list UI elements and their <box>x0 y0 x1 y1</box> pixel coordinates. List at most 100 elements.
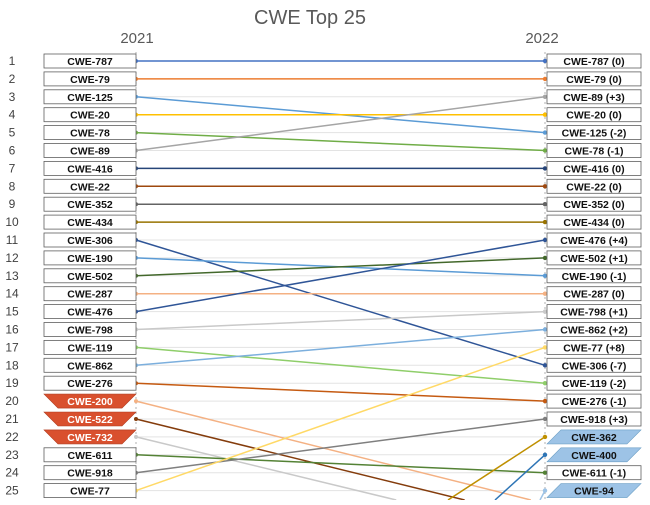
end-dot <box>542 219 548 225</box>
change-line <box>135 131 546 152</box>
left-label-box <box>43 232 137 248</box>
right-label-box <box>546 214 642 230</box>
left-label: CWE-611 <box>68 450 113 462</box>
right-label: CWE-352 (0) <box>563 199 624 211</box>
right-labels: CWE-787 (0) CWE-79 (0) CWE-89 (+3) CWE-20 (… <box>546 53 642 498</box>
change-line <box>135 310 546 331</box>
rank-number: 20 <box>5 394 19 408</box>
left-label-box <box>43 483 137 499</box>
change-line <box>135 257 546 277</box>
end-dot <box>542 363 548 368</box>
end-dot <box>542 202 548 207</box>
right-label-box <box>546 375 642 391</box>
rank-number: 11 <box>6 233 19 247</box>
left-label-box <box>43 286 137 302</box>
rank-number: 10 <box>5 215 19 229</box>
change-line <box>135 418 546 474</box>
left-label-box <box>43 268 137 284</box>
left-label: CWE-476 <box>67 307 113 319</box>
right-label: CWE-502 (+1) <box>560 253 627 265</box>
rank-number: 13 <box>5 269 19 283</box>
end-dot <box>542 130 548 135</box>
right-label-box <box>546 53 642 69</box>
left-label: CWE-416 <box>67 163 113 175</box>
end-dot <box>542 166 548 171</box>
rank-number: 21 <box>5 412 19 426</box>
right-label-box <box>546 250 642 266</box>
right-label: CWE-190 (-1) <box>562 271 627 283</box>
left-label-box <box>43 178 137 194</box>
right-label: CWE-94 <box>574 486 614 498</box>
rank-number: 1 <box>9 54 16 68</box>
change-line <box>135 454 546 474</box>
right-label: CWE-22 (0) <box>566 181 621 193</box>
right-label: CWE-611 (-1) <box>562 468 626 480</box>
rank-number: 23 <box>5 448 19 462</box>
right-label: CWE-78 (-1) <box>565 146 624 158</box>
left-label: CWE-918 <box>67 468 113 480</box>
left-label: CWE-200 <box>67 396 113 408</box>
left-label: CWE-190 <box>67 253 113 265</box>
change-line <box>135 328 546 367</box>
incoming-line <box>494 454 546 501</box>
new-label-box <box>546 429 642 445</box>
left-label-box <box>43 214 137 230</box>
rank-number: 19 <box>5 376 19 390</box>
new-label-box <box>546 447 642 463</box>
right-label-box <box>546 107 642 123</box>
left-label-box <box>43 196 137 212</box>
left-label-box <box>43 339 137 355</box>
left-label-box <box>43 53 137 69</box>
right-label: CWE-476 (+4) <box>560 235 627 247</box>
left-label-box <box>43 375 137 391</box>
change-line <box>135 239 546 367</box>
right-label-box <box>546 286 642 302</box>
right-year-label: 2022 <box>525 30 558 47</box>
end-dot <box>542 148 548 153</box>
right-label-box <box>546 465 642 481</box>
start-dot <box>134 434 138 439</box>
end-dot <box>542 416 548 422</box>
left-labels: CWE-787 CWE-79 CWE-125 CWE-20 CWE-78 CWE-89 CW… <box>43 53 137 499</box>
left-label: CWE-125 <box>67 92 113 104</box>
left-label: CWE-77 <box>70 486 110 498</box>
right-label: CWE-787 (0) <box>563 56 624 68</box>
rank-number: 18 <box>5 358 19 372</box>
end-dot <box>542 291 548 296</box>
change-line <box>135 382 546 402</box>
rank-number: 7 <box>9 161 16 175</box>
right-label: CWE-77 (+8) <box>563 342 625 354</box>
left-label-box <box>43 160 137 176</box>
right-label-box <box>546 357 642 373</box>
rank-number: 4 <box>9 108 16 122</box>
right-label-box <box>546 143 642 158</box>
chart-title: CWE Top 25 <box>254 7 366 29</box>
left-label-box <box>43 125 137 140</box>
right-label: CWE-416 (0) <box>563 163 624 175</box>
end-dot <box>542 94 548 100</box>
change-line <box>135 239 546 313</box>
rank-number: 2 <box>9 72 16 86</box>
left-label: CWE-119 <box>68 342 113 354</box>
rank-number: 24 <box>5 466 19 480</box>
end-dot <box>542 345 548 350</box>
left-year-label: 2021 <box>120 30 153 47</box>
right-label-box <box>546 125 642 140</box>
new-label-box <box>546 483 642 498</box>
rank-number: 25 <box>5 484 19 498</box>
rank-number: 8 <box>9 179 16 193</box>
right-label: CWE-434 (0) <box>563 217 624 229</box>
right-label-box <box>546 393 642 409</box>
end-dot <box>542 58 548 64</box>
right-label: CWE-362 <box>571 432 617 444</box>
rank-number: 3 <box>9 90 16 104</box>
change-line <box>135 346 546 384</box>
change-line <box>135 96 546 152</box>
right-label-box <box>546 322 642 337</box>
rank-number: 17 <box>5 340 19 354</box>
left-label-box <box>43 71 137 87</box>
left-label: CWE-20 <box>70 110 110 122</box>
start-dot <box>134 417 138 421</box>
